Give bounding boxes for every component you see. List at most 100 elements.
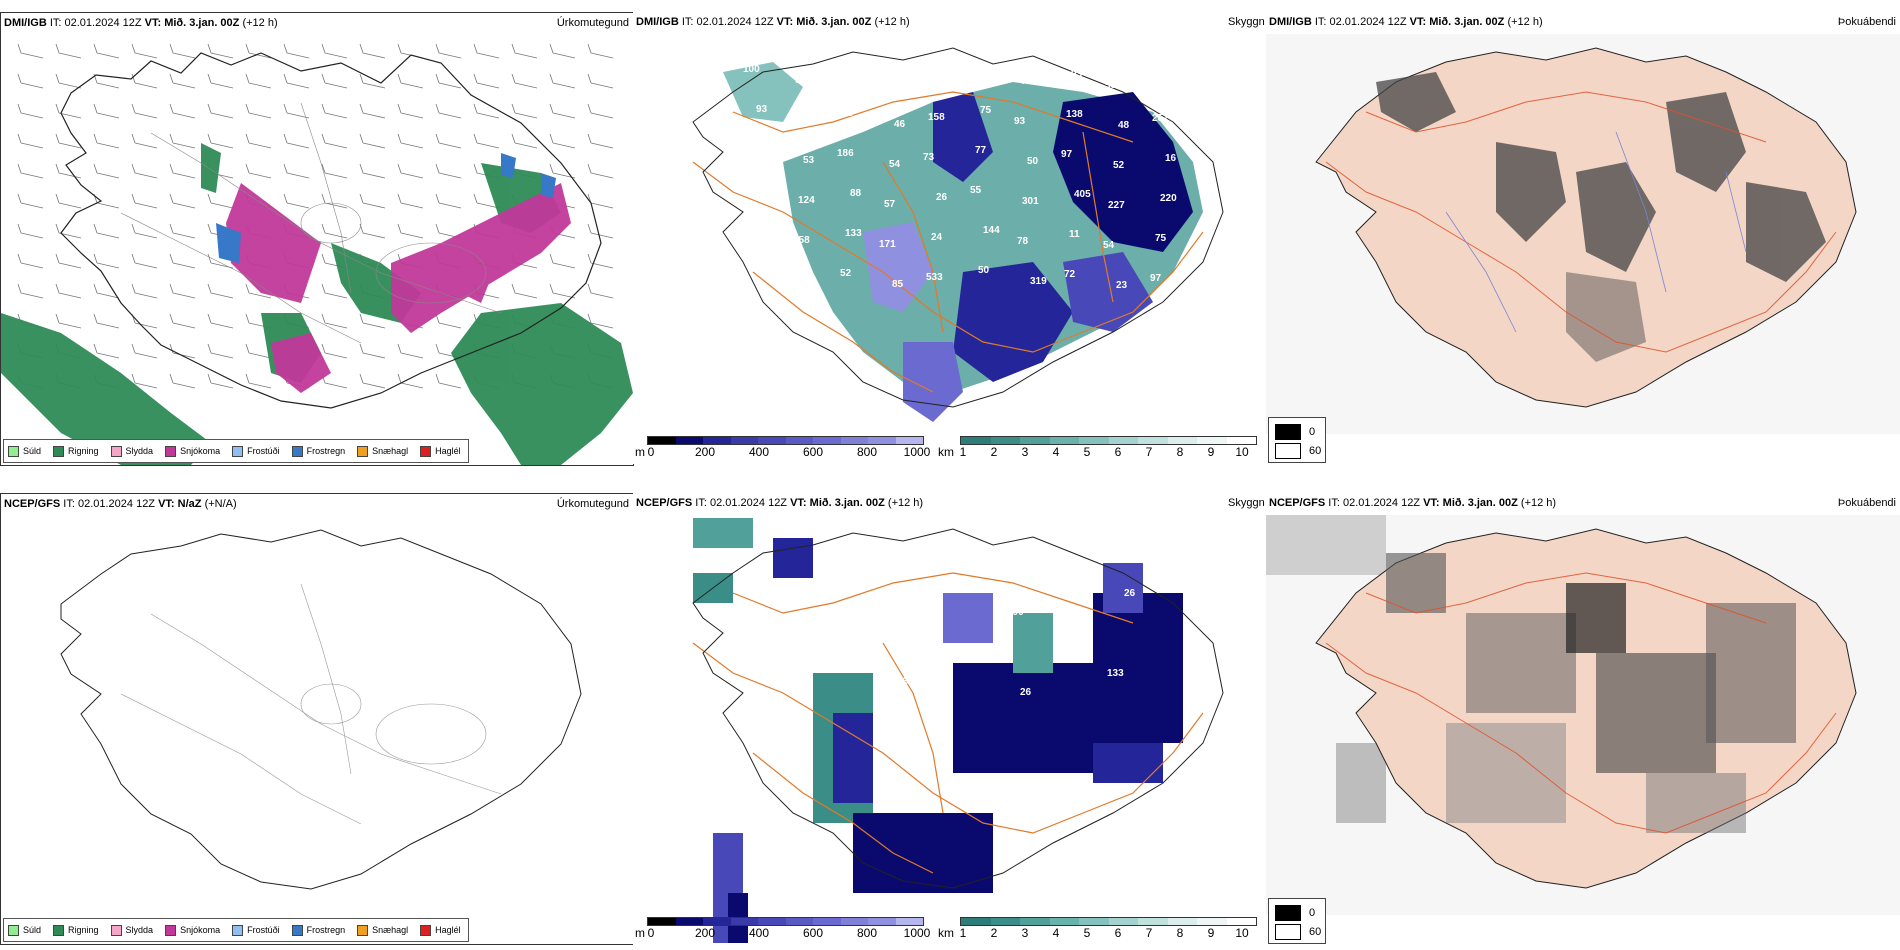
wind-barb xyxy=(207,43,234,59)
wind-barb xyxy=(473,133,500,149)
wind-barb xyxy=(511,283,538,299)
cloud-base-value: 285 xyxy=(881,79,898,90)
fog-map xyxy=(1266,34,1900,434)
cloud-base-value: 77 xyxy=(975,145,987,156)
wind-barb xyxy=(131,43,158,59)
wind-barb xyxy=(245,283,272,299)
fog-map-gfs xyxy=(1266,515,1900,915)
wind-barb xyxy=(17,43,44,59)
visibility-colorbar: km 1 2 3 4 5 6 7 8 9 10 xyxy=(938,436,1260,460)
panel-type-label: Úrkomutegund xyxy=(556,17,629,29)
precip-type-map xyxy=(1,43,633,465)
wind-barb xyxy=(359,193,386,209)
wind-barb xyxy=(549,43,576,59)
cloud-base-value: 23 xyxy=(1116,280,1128,291)
cloud-base-value: 455 xyxy=(890,596,907,607)
wind-barb xyxy=(397,223,424,239)
wind-barb xyxy=(169,253,196,269)
cloud-base-value: 124 xyxy=(798,195,815,206)
cloud-purple-area xyxy=(863,92,1193,422)
wind-barb xyxy=(321,283,348,299)
wind-barb xyxy=(359,223,386,239)
cloud-base-value: 57 xyxy=(884,199,896,210)
precip-type-legend: Súld Rigning Slydda Snjókoma Frostúði Fr… xyxy=(3,918,469,942)
wind-barb xyxy=(131,103,158,119)
precip-area-snow xyxy=(226,183,571,393)
visibility-map-gfs: 897 455 190 26 132 34 26 133 xyxy=(692,518,1224,943)
wind-barb xyxy=(283,43,310,59)
wind-barb xyxy=(93,103,120,119)
cloud-base-value: 50 xyxy=(978,265,990,276)
wind-barb xyxy=(473,193,500,209)
road-network xyxy=(692,91,1204,393)
wind-barb xyxy=(131,343,158,359)
wind-barb xyxy=(587,223,614,239)
wind-barb xyxy=(17,283,44,299)
wind-barb xyxy=(169,43,196,59)
wind-barb xyxy=(207,133,234,149)
wind-barb xyxy=(511,133,538,149)
cloud-base-value: 220 xyxy=(1160,193,1177,204)
precip-area-frostregn xyxy=(216,153,556,263)
cloud-base-value: 171 xyxy=(879,239,896,250)
cloud-base-value: 190 xyxy=(1007,607,1024,618)
fog-legend: 0 60 xyxy=(1268,898,1326,944)
cloud-base-value: 301 xyxy=(1022,196,1039,207)
cloud-base-value: 138 xyxy=(1066,109,1083,120)
cloud-base-value: 52 xyxy=(1113,160,1125,171)
panel-dmi-visibility: DMI/IGB IT: 02.01.2024 12Z VT: Mið. 3.ja… xyxy=(633,12,1265,464)
wind-barb xyxy=(17,73,44,89)
wind-barb xyxy=(283,193,310,209)
wind-barb xyxy=(397,73,424,89)
wind-barb xyxy=(587,163,614,179)
wind-barb xyxy=(169,103,196,119)
wind-barb xyxy=(397,163,424,179)
wind-barb xyxy=(169,343,196,359)
wind-barb xyxy=(245,133,272,149)
cloud-base-value: 88 xyxy=(850,188,862,199)
panel-type-label: Þokuábendi xyxy=(1837,497,1896,509)
wind-barb xyxy=(321,73,348,89)
cloud-base-value: 97 xyxy=(1150,273,1162,284)
cloud-base-value: 134 xyxy=(790,115,807,126)
cloud-base-value: 63 xyxy=(985,65,997,76)
wind-barb xyxy=(321,163,348,179)
wind-barb xyxy=(435,133,462,149)
wind-barb xyxy=(17,223,44,239)
precip-type-legend: Súld Rigning Slydda Snjókoma Frostúði Fr… xyxy=(3,439,469,463)
panel-title: DMI/IGB IT: 02.01.2024 12Z VT: Mið. 3.ja… xyxy=(636,16,910,28)
cloud-base-value: 26 xyxy=(936,192,948,203)
wind-barb xyxy=(397,373,424,389)
cloud-base-value: 133 xyxy=(845,228,862,239)
wind-barb xyxy=(473,73,500,89)
cloud-base-value: 53 xyxy=(803,155,815,166)
cloud-base-value: 43 xyxy=(1157,73,1169,84)
wind-barb xyxy=(17,253,44,269)
wind-barb xyxy=(169,223,196,239)
panel-title: NCEP/GFS IT: 02.01.2024 12Z VT: Mið. 3.j… xyxy=(636,497,924,509)
wind-barb xyxy=(435,313,462,329)
panel-gfs-precip-type: NCEP/GFS IT: 02.01.2024 12Z VT: N/aZ (+N… xyxy=(0,493,634,945)
cloud-base-value: 78 xyxy=(1017,236,1029,247)
wind-barb xyxy=(55,283,82,299)
wind-barb xyxy=(587,43,614,59)
panel-gfs-visibility: NCEP/GFS IT: 02.01.2024 12Z VT: Mið. 3.j… xyxy=(633,493,1265,945)
cloud-base-value: 54 xyxy=(1103,240,1115,251)
wind-barb xyxy=(511,103,538,119)
cloud-base-value: 75 xyxy=(980,105,992,116)
panel-title: DMI/IGB IT: 02.01.2024 12Z VT: Mið. 3.ja… xyxy=(4,17,278,29)
wind-barb xyxy=(359,343,386,359)
wind-barb xyxy=(131,73,158,89)
cloud-base-value: 227 xyxy=(1108,200,1125,211)
wind-barb xyxy=(359,73,386,89)
wind-barb xyxy=(321,193,348,209)
wind-barb xyxy=(93,193,120,209)
cloud-base-value: 257 xyxy=(1152,113,1169,124)
cloud-base-value: 46 xyxy=(894,119,906,130)
wind-barb xyxy=(207,313,234,329)
panel-dmi-precip-type: DMI/IGB IT: 02.01.2024 12Z VT: Mið. 3.ja… xyxy=(0,12,634,466)
wind-barb xyxy=(245,73,272,89)
wind-barb xyxy=(321,313,348,329)
cloud-base-value: 405 xyxy=(1074,189,1091,200)
cloud-base-value: 72 xyxy=(1064,269,1076,280)
